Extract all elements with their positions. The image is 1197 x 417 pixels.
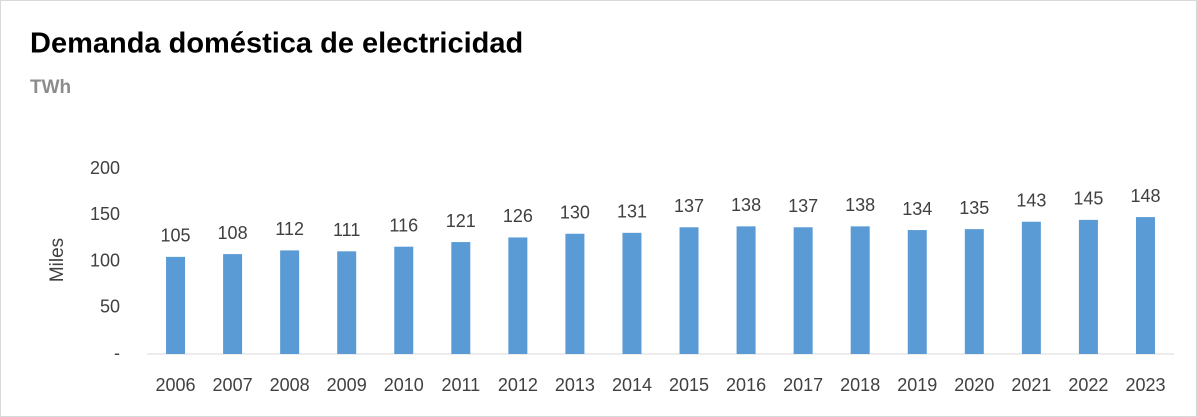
- bar: [565, 233, 585, 354]
- bar: [622, 232, 642, 354]
- x-tick-label: 2006: [156, 375, 196, 395]
- data-label: 108: [218, 223, 248, 243]
- x-tick-label: 2020: [954, 375, 994, 395]
- x-tick-label: 2013: [555, 375, 595, 395]
- bar: [736, 226, 756, 354]
- data-label: 137: [674, 196, 704, 216]
- bar: [793, 227, 813, 354]
- data-label: 130: [560, 203, 590, 223]
- x-tick-label: 2023: [1125, 375, 1165, 395]
- y-tick-label: 100: [90, 250, 120, 270]
- bar: [907, 230, 927, 354]
- bar: [1078, 219, 1098, 354]
- data-label: 105: [161, 226, 191, 246]
- data-label: 121: [446, 211, 476, 231]
- x-tick-label: 2017: [783, 375, 823, 395]
- bar: [337, 251, 357, 354]
- bar: [850, 226, 870, 354]
- x-tick-label: 2009: [327, 375, 367, 395]
- y-tick-label: 150: [90, 204, 120, 224]
- chart-title: Demanda doméstica de electricidad: [30, 28, 523, 60]
- bar: [964, 229, 984, 354]
- data-label: 111: [333, 220, 360, 240]
- data-label: 134: [902, 199, 932, 219]
- x-tick-label: 2019: [897, 375, 937, 395]
- x-tick-label: 2014: [612, 375, 652, 395]
- x-tick-label: 2007: [213, 375, 253, 395]
- x-tick-label: 2015: [669, 375, 709, 395]
- chart-subtitle: TWh: [30, 77, 71, 98]
- bar: [166, 256, 186, 354]
- data-label: 135: [959, 198, 989, 218]
- x-tick-label: 2010: [384, 375, 424, 395]
- data-label: 116: [389, 215, 418, 235]
- y-tick-label: 200: [90, 158, 120, 178]
- bar: [280, 250, 300, 354]
- x-tick-label: 2008: [270, 375, 310, 395]
- data-label: 137: [788, 196, 818, 216]
- y-axis-label: Miles: [47, 238, 68, 282]
- x-tick-label: 2022: [1068, 375, 1108, 395]
- x-tick-label: 2016: [726, 375, 766, 395]
- data-label: 138: [731, 195, 761, 215]
- data-label: 148: [1130, 186, 1160, 206]
- data-label: 112: [275, 219, 304, 239]
- bar: [223, 254, 243, 354]
- bar: [508, 237, 528, 354]
- bar: [1135, 217, 1155, 354]
- data-label: 126: [503, 206, 533, 226]
- data-label: 145: [1073, 189, 1103, 209]
- data-label: 143: [1016, 190, 1046, 210]
- x-tick-label: 2018: [840, 375, 880, 395]
- bar: [679, 227, 699, 354]
- y-tick-label: 50: [100, 297, 120, 317]
- x-tick-label: 2011: [441, 375, 480, 395]
- x-tick-label: 2021: [1011, 375, 1051, 395]
- data-label: 138: [845, 195, 875, 215]
- bar: [451, 242, 471, 354]
- bar: [394, 246, 414, 354]
- x-tick-label: 2012: [498, 375, 538, 395]
- y-tick-label: -: [114, 343, 120, 363]
- bar: [1021, 221, 1041, 354]
- data-label: 131: [617, 202, 647, 222]
